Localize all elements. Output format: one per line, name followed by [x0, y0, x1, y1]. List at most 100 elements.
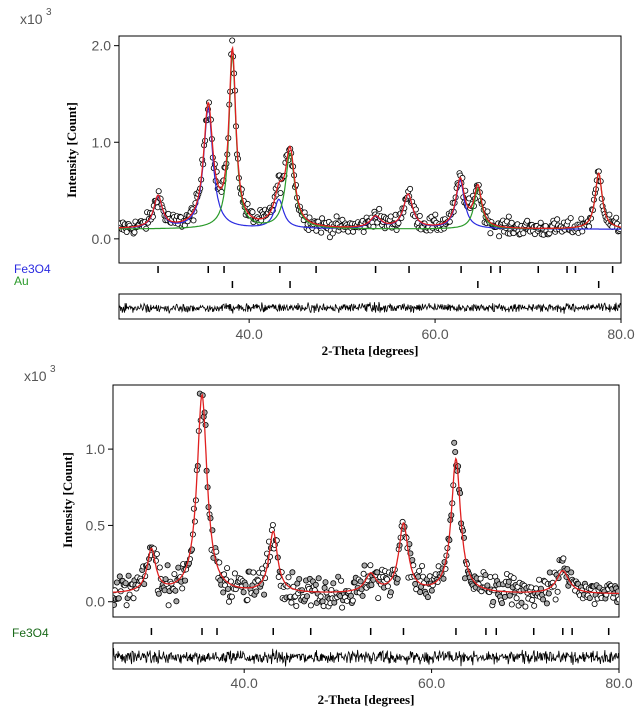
top-y-axis: 0.0 1.0 2.0	[92, 38, 119, 247]
observed-point	[338, 577, 345, 584]
observed-point	[554, 216, 561, 223]
observed-point	[498, 600, 505, 607]
top-residual-frame	[118, 293, 622, 320]
observed-point	[161, 587, 168, 594]
observed-point	[122, 580, 129, 587]
observed-point	[383, 576, 390, 583]
observed-point	[461, 575, 468, 582]
observed-point	[564, 566, 571, 573]
observed-point	[249, 209, 256, 216]
observed-point	[375, 595, 382, 602]
observed-point	[520, 230, 527, 237]
observed-point	[339, 604, 346, 611]
observed-point	[320, 603, 327, 610]
x-tick-label: 40.0	[236, 326, 263, 342]
observed-point	[123, 602, 130, 609]
observed-point	[543, 600, 550, 607]
observed-point	[165, 602, 172, 609]
observed-point	[568, 569, 575, 576]
observed-point	[228, 593, 235, 600]
y-tick-label: 0.0	[86, 594, 106, 610]
observed-point	[155, 590, 162, 597]
observed-point	[175, 564, 182, 571]
observed-point	[484, 208, 491, 215]
observed-point	[242, 582, 249, 589]
observed-point	[496, 233, 503, 240]
observed-point	[275, 574, 282, 581]
y-tick-label: 1.0	[86, 441, 106, 457]
observed-point	[165, 210, 172, 217]
observed-point	[540, 596, 547, 603]
bottom-x-axis-title: 2-Theta [degrees]	[318, 692, 415, 707]
observed-point	[218, 188, 225, 195]
observed-point	[225, 598, 232, 605]
observed-point	[484, 582, 491, 589]
observed-point	[164, 562, 171, 569]
observed-point	[368, 582, 375, 589]
top-y-axis-title: Intensity [Count]	[64, 102, 79, 198]
observed-point	[457, 490, 464, 497]
top-y-scale-label: x10	[20, 11, 43, 27]
observed-point	[312, 581, 319, 588]
observed-point	[417, 589, 424, 596]
observed-point	[440, 575, 447, 582]
y-tick-label: 0.5	[86, 517, 106, 533]
observed-point	[296, 576, 303, 583]
observed-point	[173, 598, 180, 605]
top-chart: x10 3 0.01.02.0 Intensity [Count] Fe3O4 …	[14, 7, 635, 358]
observed-point	[387, 589, 394, 596]
observed-point	[374, 569, 381, 576]
observed-point	[171, 571, 178, 578]
observed-point	[231, 570, 238, 577]
top-phase-label-fe3o4: Fe3O4	[14, 262, 51, 276]
observed-point	[315, 575, 322, 582]
observed-point	[522, 603, 529, 610]
observed-point	[191, 518, 198, 525]
observed-point	[155, 188, 162, 195]
observed-point	[333, 213, 340, 220]
observed-point	[412, 580, 419, 587]
residual-line	[118, 301, 622, 314]
observed-point	[613, 214, 620, 221]
observed-point	[487, 230, 494, 237]
top-x-axis-title: 2-Theta [degrees]	[322, 343, 419, 358]
top-x-axis: 40.0 60.0 80.0	[236, 319, 635, 342]
bottom-y-scale-exponent: 3	[50, 364, 56, 375]
observed-point	[501, 593, 508, 600]
observed-point	[360, 570, 367, 577]
top-plot-area	[119, 37, 621, 241]
observed-point	[115, 595, 122, 602]
observed-point	[220, 589, 227, 596]
observed-point	[413, 586, 420, 593]
observed-point	[244, 596, 251, 603]
observed-point	[616, 596, 619, 603]
observed-point	[505, 213, 512, 220]
observed-point	[289, 569, 296, 576]
bottom-plot-area	[113, 390, 619, 611]
observed-point	[552, 596, 559, 603]
observed-point	[285, 574, 292, 581]
observed-point	[306, 214, 313, 221]
observed-point	[113, 601, 117, 608]
total-fit-line	[113, 393, 619, 595]
observed-point	[529, 597, 536, 604]
x-tick-label: 80.0	[605, 675, 632, 691]
observed-point	[513, 595, 520, 602]
observed-point	[482, 572, 489, 579]
observed-point	[229, 37, 236, 44]
observed-point	[322, 579, 329, 586]
observed-point	[524, 217, 531, 224]
observed-point	[269, 522, 276, 529]
observed-point	[591, 601, 598, 608]
observed-point	[384, 583, 391, 590]
bottom-residual-plot	[112, 648, 620, 667]
observed-point	[317, 593, 324, 600]
observed-point	[335, 573, 342, 580]
observed-point	[156, 564, 163, 571]
x-tick-label: 40.0	[231, 675, 258, 691]
observed-point	[477, 575, 484, 582]
observed-point	[113, 579, 120, 586]
observed-point	[277, 189, 284, 196]
observed-point	[490, 598, 497, 605]
